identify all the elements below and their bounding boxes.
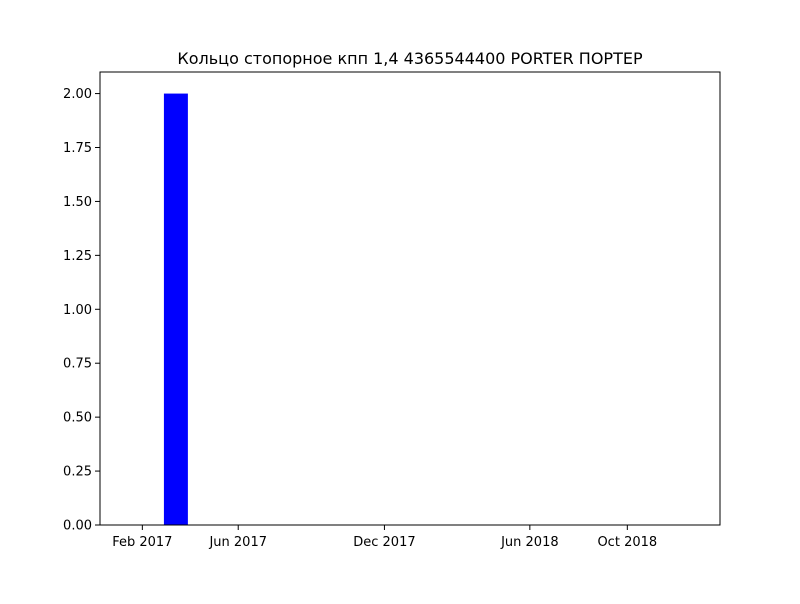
x-tick-label: Oct 2018	[597, 535, 657, 550]
y-tick-label: 0.50	[63, 411, 92, 426]
x-tick-label: Feb 2017	[112, 535, 172, 550]
y-axis: 0.00 0.25 0.50 0.75 1.00 1.25 1.50 1.75 2.00	[63, 87, 100, 534]
x-tick-label: Dec 2017	[353, 535, 415, 550]
chart-title: Кольцо стопорное кпп 1,4 4365544400 PORT…	[177, 49, 643, 68]
y-tick-label: 0.75	[63, 357, 92, 372]
bars-layer	[163, 93, 188, 525]
bar	[163, 93, 188, 525]
y-tick-label: 0.00	[63, 519, 92, 534]
x-tick-label: Jun 2017	[208, 535, 267, 550]
y-tick-label: 1.00	[63, 303, 92, 318]
y-tick-label: 2.00	[63, 87, 92, 102]
x-axis: Feb 2017 Jun 2017 Dec 2017 Jun 2018 Oct 2018	[112, 525, 657, 550]
x-tick-label: Jun 2018	[500, 535, 559, 550]
plot-frame	[99, 71, 721, 526]
y-tick-label: 0.25	[63, 465, 92, 480]
y-tick-label: 1.75	[63, 141, 92, 156]
y-tick-label: 1.25	[63, 249, 92, 264]
y-tick-label: 1.50	[63, 195, 92, 210]
